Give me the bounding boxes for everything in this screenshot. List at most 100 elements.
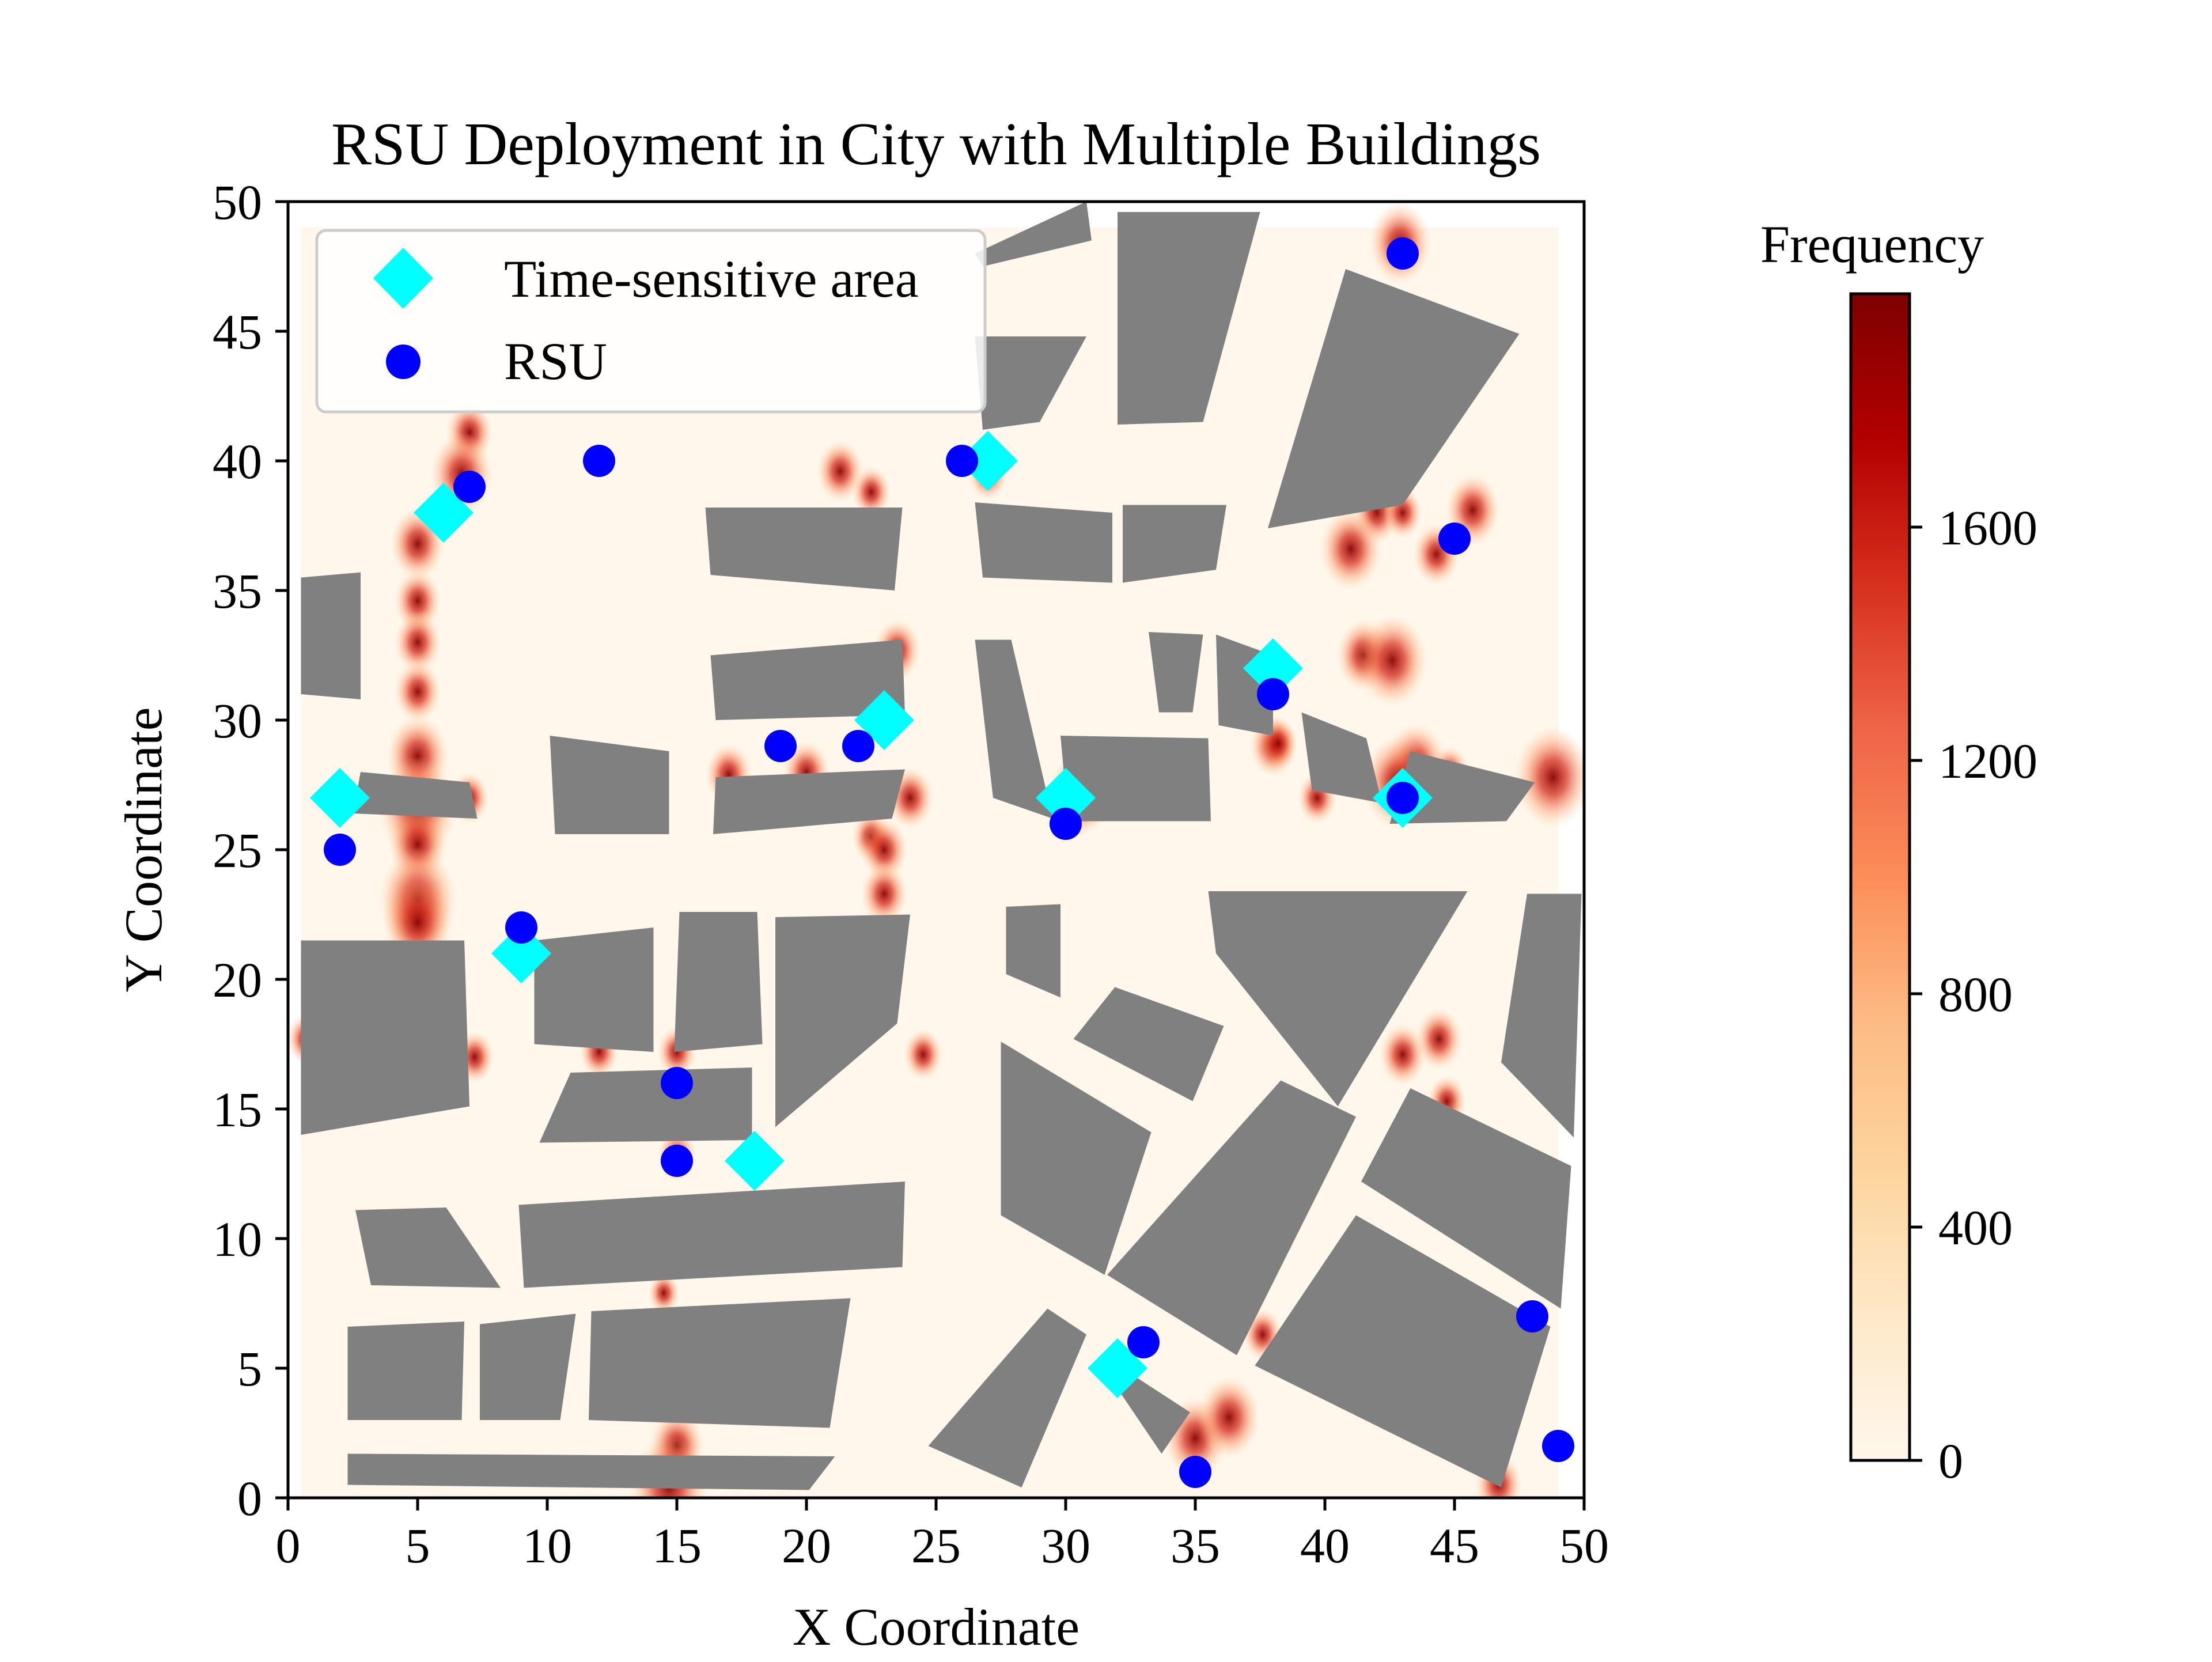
- colorbar-tick-label: 400: [1938, 1200, 2013, 1255]
- x-tick-label: 0: [276, 1518, 301, 1573]
- building-polygon: [674, 912, 763, 1052]
- legend-box: [315, 229, 987, 414]
- rsu-marker: [1257, 678, 1289, 710]
- time-sensitive-marker: [725, 1131, 785, 1191]
- x-tick-label: 30: [1041, 1518, 1090, 1573]
- time-sensitive-marker: [491, 923, 551, 983]
- heatmap-hotspot: [1415, 1008, 1463, 1070]
- x-tick-label: 40: [1300, 1518, 1350, 1573]
- x-tick-label: 25: [911, 1518, 961, 1573]
- building-polygon: [1255, 1215, 1551, 1487]
- building-polygon: [1389, 751, 1535, 824]
- building-polygon: [353, 772, 478, 819]
- building-polygon: [1118, 212, 1260, 425]
- building-polygon: [705, 508, 903, 590]
- building-polygon: [1501, 894, 1582, 1138]
- y-tick-label: 50: [213, 175, 262, 230]
- building-polygon: [713, 769, 905, 834]
- building-polygon: [975, 202, 1092, 267]
- x-tick-label: 45: [1430, 1518, 1479, 1573]
- legend-label-rsu: RSU: [504, 332, 607, 391]
- building-polygon: [301, 940, 469, 1135]
- rsu-marker: [1050, 808, 1082, 840]
- rsu-marker: [842, 730, 874, 762]
- rsu-marker: [505, 911, 537, 944]
- rsu-marker: [661, 1145, 693, 1177]
- heatmap-hotspot: [851, 466, 891, 518]
- building-polygon: [1107, 1080, 1356, 1356]
- colorbar-tick-label: 800: [1938, 967, 2013, 1022]
- y-axis-ticks: 0 5 10 15 20 25 30 35 40 45 50: [213, 175, 288, 1526]
- building-polygon: [1006, 904, 1060, 998]
- chart-title: RSU Deployment in City with Multiple Bui…: [331, 110, 1541, 177]
- legend: Time-sensitive area RSU: [315, 229, 987, 414]
- time-sensitive-marker: [958, 431, 1018, 491]
- heatmap-hotspot: [648, 1272, 680, 1314]
- y-tick-label: 30: [213, 693, 262, 748]
- time-sensitive-marker: [1243, 638, 1303, 698]
- y-tick-label: 45: [213, 304, 262, 359]
- building-polygon: [1268, 269, 1520, 528]
- building-polygon: [480, 1313, 576, 1420]
- x-axis-ticks: 0 5 10 15 20 25 30 35 40 45 50: [276, 1498, 1609, 1573]
- colorbar-label: Frequency: [1760, 215, 1984, 274]
- building-polygon: [1073, 987, 1224, 1101]
- time-sensitive-marker: [310, 768, 370, 828]
- rsu-marker: [1516, 1300, 1548, 1332]
- colorbar-ticks: 0 400 800 1200 1600: [1910, 500, 2037, 1489]
- heatmap-hotspot: [861, 862, 908, 925]
- building-polygon: [1123, 505, 1226, 583]
- buildings: [301, 202, 1582, 1490]
- building-polygon: [347, 1453, 835, 1490]
- building-polygon: [975, 639, 1053, 819]
- building-polygon: [589, 1298, 851, 1428]
- rsu-marker: [946, 445, 978, 477]
- rsu-marker: [1438, 523, 1471, 555]
- rsu-marker: [1179, 1456, 1211, 1488]
- colorbar-tick-label: 0: [1938, 1433, 1963, 1489]
- rsu-marker: [324, 834, 356, 866]
- building-polygon: [710, 639, 905, 720]
- building-polygon: [1361, 1088, 1571, 1309]
- x-tick-label: 20: [782, 1518, 831, 1573]
- building-polygon: [975, 502, 1112, 583]
- heatmap-hotspot: [394, 660, 441, 723]
- y-tick-label: 40: [213, 434, 262, 489]
- y-tick-label: 15: [213, 1082, 262, 1137]
- time-sensitive-marker: [1036, 768, 1096, 828]
- rsu-marker: [453, 471, 486, 503]
- legend-label-time-sensitive: Time-sensitive area: [504, 249, 919, 308]
- building-polygon: [928, 1308, 1086, 1487]
- heatmap-hotspot: [1320, 508, 1382, 590]
- legend-circle-icon: [386, 344, 421, 379]
- y-tick-label: 35: [213, 563, 262, 619]
- building-polygon: [775, 914, 910, 1127]
- building-polygon: [518, 1182, 905, 1288]
- building-polygon: [355, 1207, 501, 1288]
- x-tick-label: 15: [652, 1518, 702, 1573]
- building-polygon: [1301, 712, 1382, 803]
- x-tick-label: 35: [1171, 1518, 1220, 1573]
- colorbar-tick-label: 1200: [1938, 733, 2037, 789]
- y-tick-label: 0: [237, 1471, 262, 1526]
- rsu-marker: [583, 445, 615, 477]
- rsu-marker: [1387, 237, 1419, 270]
- y-tick-label: 10: [213, 1212, 262, 1267]
- heatmap-hotspot: [1198, 1376, 1260, 1459]
- y-tick-label: 25: [213, 823, 262, 878]
- colorbar-tick-label: 1600: [1938, 500, 2037, 555]
- heatmap-hotspot: [1379, 1023, 1426, 1086]
- x-tick-label: 5: [406, 1518, 430, 1573]
- building-polygon: [539, 1067, 752, 1143]
- y-tick-label: 20: [213, 952, 262, 1008]
- heatmap-hotspot: [1514, 725, 1584, 829]
- rsu-marker: [1387, 782, 1419, 814]
- colorbar: [1849, 292, 1911, 1462]
- rsu-marker: [1127, 1326, 1160, 1358]
- legend-diamond-icon: [373, 248, 433, 309]
- heatmap-hotspot: [861, 819, 908, 881]
- x-tick-label: 50: [1559, 1518, 1609, 1573]
- x-axis-label: X Coordinate: [793, 1597, 1080, 1656]
